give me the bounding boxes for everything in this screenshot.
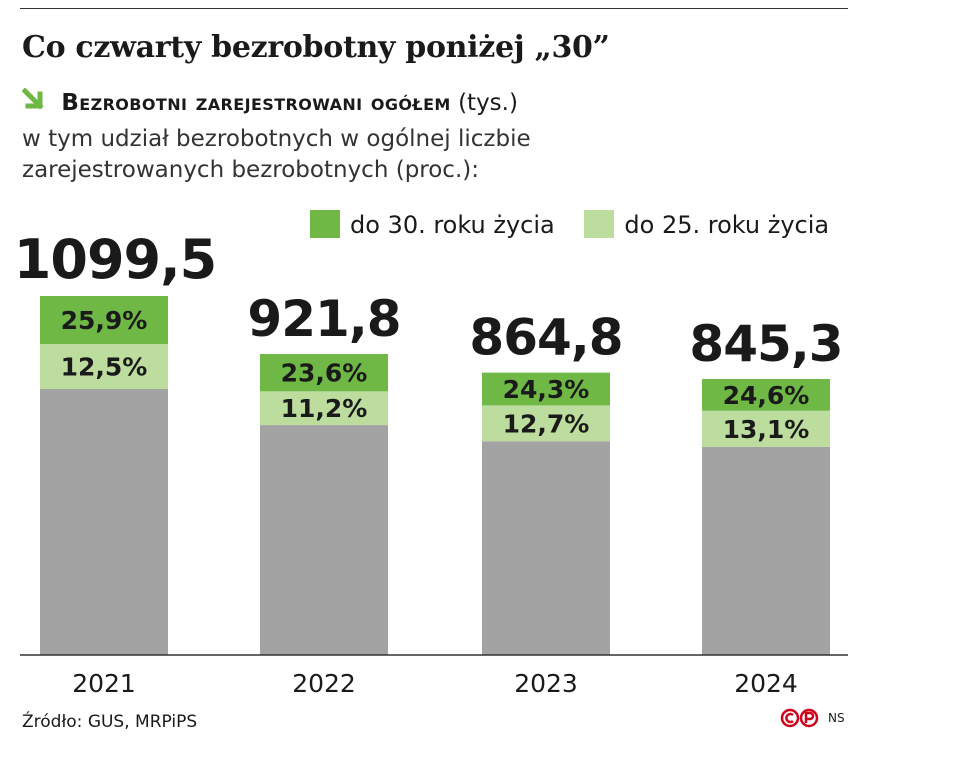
legend: do 30. roku życia do 25. roku życia [310,210,851,239]
bar-under30-2021 [40,296,168,345]
legend-swatch-under25 [584,210,615,238]
bar-total-2021 [40,388,168,655]
label-under30-2021: 25,9% [61,306,148,335]
bar-total-2024 [702,446,830,655]
label-total-2023: 864,8 [469,309,622,367]
label-under30-2022: 23,6% [281,359,368,388]
chart-title: Co czwarty bezrobotny poniżej „30” [22,30,610,65]
x-tick-2023: 2023 [514,669,578,698]
subtitle-bold: Bezrobotni zarejestrowani ogółem [61,90,451,116]
label-total-2022: 921,8 [247,290,400,348]
x-tick-2024: 2024 [734,669,798,698]
arrow-down-right-icon [22,88,44,110]
label-under25-2023: 12,7% [503,409,590,438]
label-under25-2024: 13,1% [723,415,810,444]
bar-under30-2022 [260,354,388,392]
bar-under30-2023 [482,372,610,406]
label-total-2024: 845,3 [689,315,842,373]
label-under25-2021: 12,5% [61,353,148,382]
bar-total-2023 [482,441,610,655]
source-note: Źródło: GUS, MRPiPS [22,712,198,732]
subtitle-line: Bezrobotni zarejestrowani ogółem (tys.) [22,88,518,116]
top-rule [20,8,848,9]
subtitle-unit: (tys.) [458,90,518,116]
bar-under25-2023 [482,405,610,442]
bar-under25-2024 [702,410,830,447]
copyright-logo-icon [780,708,819,728]
credit: NS [780,708,845,728]
legend-label-under30: do 30. roku życia [350,211,555,239]
legend-label-under25: do 25. roku życia [624,211,830,239]
chart-description: w tym udział bezrobotnych w ogólnej licz… [22,126,531,183]
bar-under25-2022 [260,391,388,426]
bar-under30-2024 [702,378,830,411]
label-under30-2024: 24,6% [723,381,810,410]
x-tick-2022: 2022 [292,669,356,698]
x-tick-2021: 2021 [72,669,136,698]
bar-total-2022 [260,425,388,655]
legend-item-under25: do 25. roku życia [584,210,829,239]
label-under30-2023: 24,3% [503,375,590,404]
bar-under25-2021 [40,344,168,389]
legend-swatch-under30 [310,210,340,238]
legend-item-under30: do 30. roku życia [310,210,555,239]
label-total-2021: 1099,5 [14,228,216,291]
credit-initials: NS [828,711,845,725]
label-under25-2022: 11,2% [281,394,368,423]
